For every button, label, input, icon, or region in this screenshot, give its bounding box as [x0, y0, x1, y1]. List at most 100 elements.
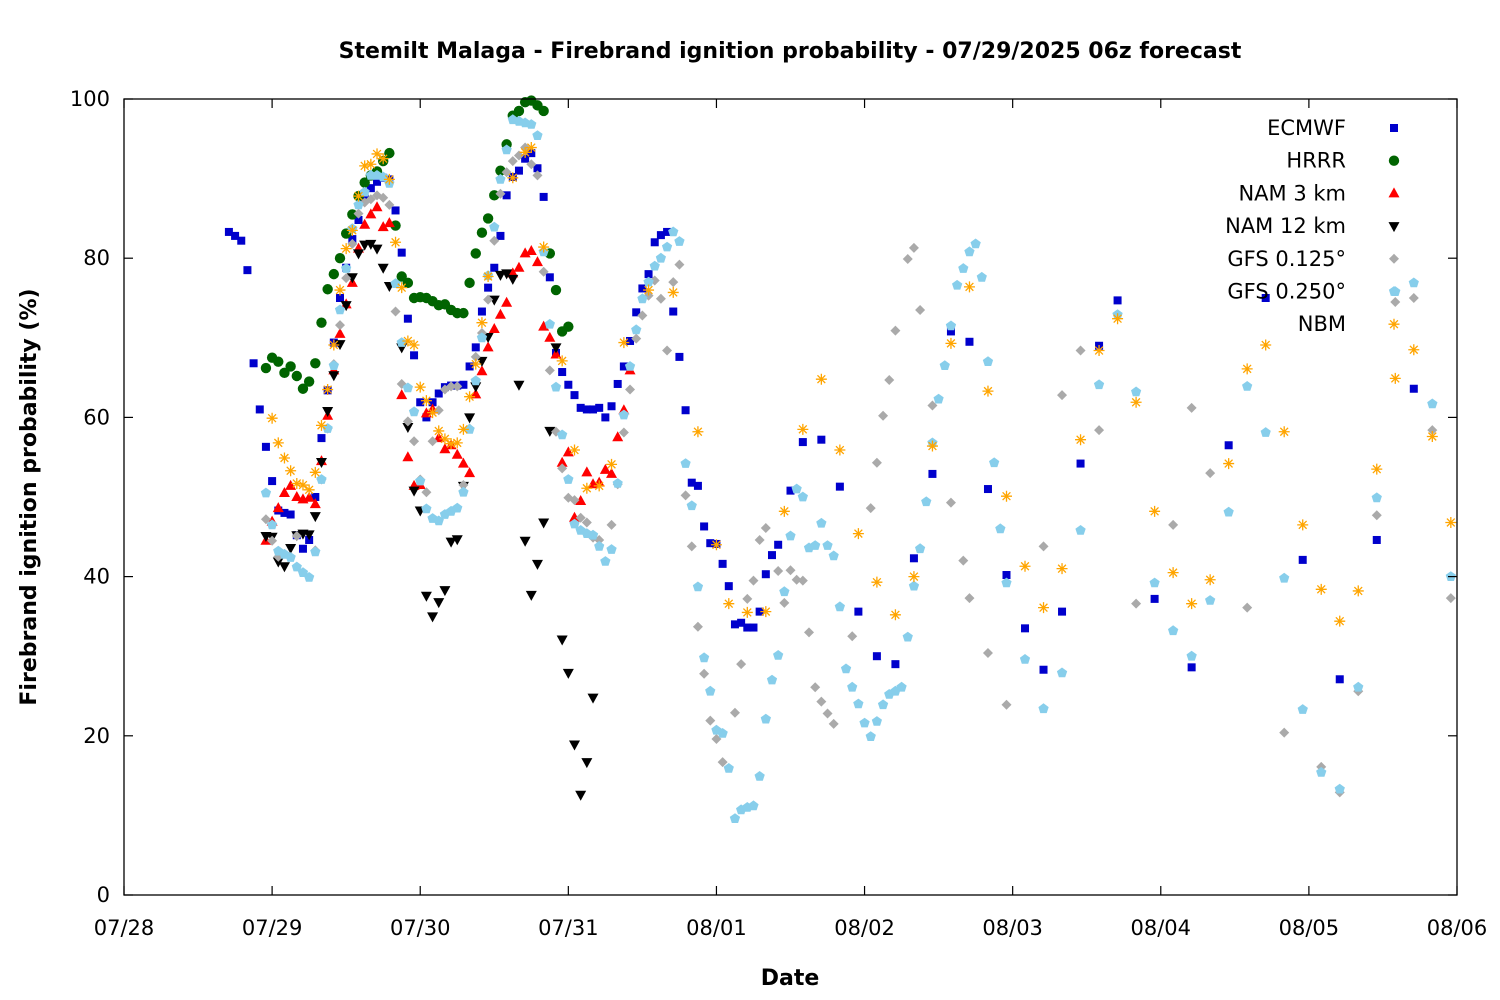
point-gfs-0-125 [631, 333, 642, 344]
point-gfs-0-250 [989, 457, 1000, 468]
x-tick-label: 08/02 [834, 916, 895, 940]
point-ecmwf [1224, 441, 1233, 450]
point-ecmwf [249, 359, 258, 368]
point-nbm [340, 243, 352, 255]
point-gfs-0-125 [1390, 296, 1401, 307]
point-gfs-0-250 [1038, 703, 1049, 714]
point-gfs-0-250 [705, 685, 716, 696]
point-gfs-0-250 [260, 487, 272, 498]
point-nbm [778, 505, 790, 517]
point-nbm [457, 423, 469, 435]
point-ecmwf [582, 405, 591, 414]
point-gfs-0-125 [390, 306, 401, 317]
point-ecmwf [693, 481, 702, 490]
point-gfs-0-125 [964, 593, 975, 604]
point-gfs-0-250 [853, 698, 864, 709]
point-gfs-0-250 [421, 503, 432, 514]
point-ecmwf [891, 660, 900, 669]
point-gfs-0-125 [507, 156, 518, 167]
point-ecmwf [514, 166, 523, 175]
point-gfs-0-250 [958, 263, 969, 273]
point-gfs-0-125 [384, 199, 395, 210]
point-nbm [420, 395, 432, 407]
point-gfs-0-250 [1242, 381, 1253, 391]
point-gfs-0-125 [637, 310, 648, 321]
point-gfs-0-250 [1316, 767, 1327, 777]
point-nam-3-km [581, 466, 593, 477]
point-gfs-0-125 [1427, 425, 1438, 436]
point-nbm [1149, 505, 1161, 517]
point-gfs-0-250 [877, 699, 889, 710]
point-gfs-0-250 [1408, 277, 1419, 288]
point-gfs-0-125 [495, 188, 506, 199]
point-nbm [371, 148, 383, 160]
point-nam-12-km [562, 668, 574, 679]
point-gfs-0-250 [699, 652, 710, 663]
point-gfs-0-125 [1186, 402, 1197, 413]
point-gfs-0-250 [970, 238, 981, 249]
point-gfs-0-125 [267, 535, 278, 546]
point-ecmwf [817, 435, 826, 444]
point-nam-12-km [544, 426, 556, 437]
point-nam-12-km [445, 537, 457, 548]
point-gfs-0-250 [748, 800, 759, 811]
point-ecmwf [539, 192, 548, 201]
point-nbm [593, 480, 605, 492]
point-gfs-0-250 [1131, 386, 1142, 397]
point-gfs-0-125 [890, 325, 901, 336]
point-ecmwf [601, 413, 610, 422]
point-gfs-0-250 [865, 731, 876, 741]
point-nam-3-km [303, 491, 315, 502]
legend-label-nam-3-km: NAM 3 km [1238, 181, 1346, 205]
point-gfs-0-125 [575, 512, 586, 523]
point-ecmwf [946, 327, 955, 336]
point-gfs-0-125 [754, 534, 765, 545]
point-nbm [815, 373, 827, 385]
point-gfs-0-250 [908, 580, 920, 591]
point-gfs-0-250 [606, 544, 617, 554]
point-gfs-0-250 [785, 530, 796, 541]
point-ecmwf [700, 522, 709, 531]
point-gfs-0-125 [544, 365, 555, 376]
point-ecmwf [724, 582, 733, 591]
point-nbm [445, 438, 457, 450]
point-ecmwf [521, 154, 530, 163]
point-gfs-0-125 [618, 427, 629, 438]
point-nam-12-km [377, 263, 389, 274]
x-axis-label: Date [761, 966, 820, 991]
point-gfs-0-250 [341, 263, 352, 273]
point-gfs-0-125 [452, 381, 463, 392]
point-nbm [871, 576, 883, 588]
point-nbm [643, 284, 655, 296]
point-nam-12-km [427, 612, 439, 623]
point-nbm [1167, 567, 1179, 579]
point-nam-3-km [531, 256, 543, 267]
point-nam-3-km [334, 327, 346, 338]
point-ecmwf [410, 351, 419, 360]
point-gfs-0-125 [958, 555, 969, 566]
point-nam-3-km [371, 201, 383, 212]
point-ecmwf [471, 343, 480, 352]
point-nbm [334, 284, 346, 296]
point-nbm [1056, 563, 1068, 575]
point-hrrr [322, 284, 333, 295]
point-gfs-0-250 [674, 236, 685, 246]
point-gfs-0-250 [1149, 577, 1160, 588]
point-gfs-0-125 [1038, 541, 1049, 552]
point-nbm [760, 606, 772, 618]
point-ecmwf [1113, 296, 1122, 305]
point-gfs-0-250 [840, 663, 852, 674]
point-nam-12-km [278, 562, 290, 573]
point-nbm [569, 444, 581, 456]
point-gfs-0-250 [717, 728, 728, 738]
point-nbm [482, 271, 494, 283]
point-nam-3-km [309, 498, 321, 509]
point-gfs-0-250 [624, 361, 636, 371]
point-gfs-0-125 [680, 490, 691, 501]
point-ecmwf [459, 380, 468, 389]
point-gfs-0-250 [334, 304, 346, 315]
x-tick-label: 07/30 [390, 916, 451, 940]
point-gfs-0-125 [773, 566, 784, 577]
point-hrrr [538, 105, 549, 117]
point-nbm [926, 440, 938, 452]
